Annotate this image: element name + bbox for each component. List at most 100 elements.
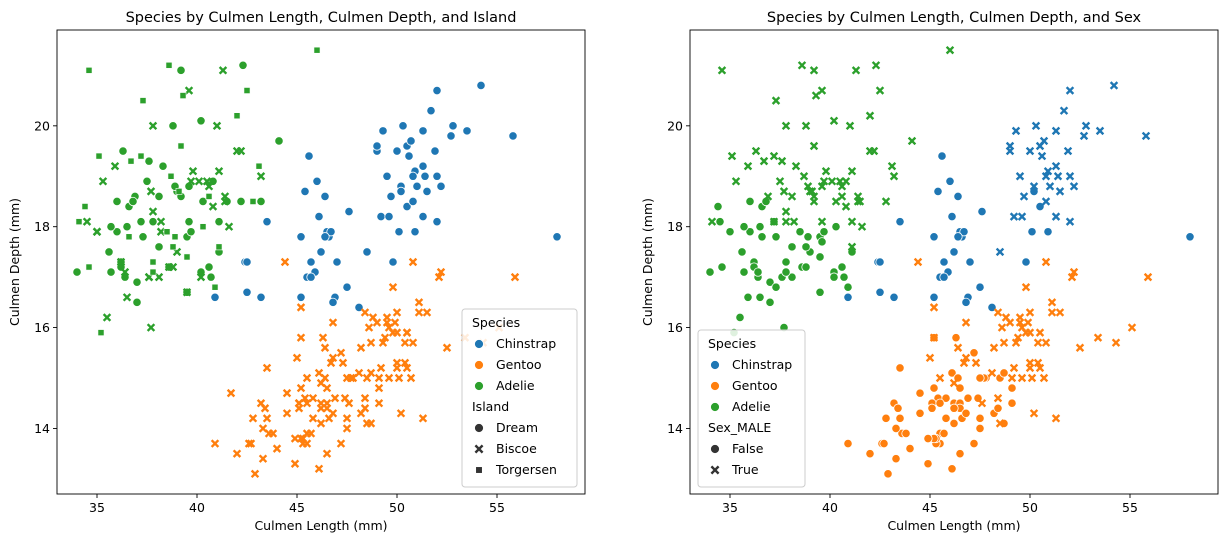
data-point: [508, 131, 518, 141]
data-point: [815, 252, 825, 262]
axes-frame: [689, 29, 1219, 495]
data-point: [1033, 338, 1043, 347]
data-point: [893, 403, 903, 413]
data-point: [1055, 187, 1065, 196]
data-point: [1051, 126, 1061, 136]
data-point: [442, 343, 452, 352]
data-point: [218, 66, 228, 75]
data-point: [817, 237, 827, 247]
data-point: [149, 258, 157, 266]
data-point: [1031, 121, 1041, 131]
data-point: [929, 333, 939, 342]
data-point: [941, 413, 951, 423]
data-point: [414, 298, 424, 307]
data-point: [296, 303, 306, 312]
chart-title: Species by Culmen Length, Culmen Depth, …: [126, 10, 517, 26]
data-point: [313, 46, 321, 54]
data-point: [759, 156, 769, 166]
data-point: [827, 177, 837, 186]
data-point: [717, 66, 727, 75]
data-point: [1019, 192, 1029, 201]
legend-marker: [710, 360, 720, 370]
data-point: [256, 172, 266, 181]
legend-marker: [474, 444, 484, 454]
data-point: [388, 283, 398, 292]
data-point: [342, 424, 352, 433]
data-point: [953, 232, 963, 242]
data-point: [332, 257, 342, 267]
data-point: [296, 232, 306, 242]
data-point: [1111, 338, 1121, 347]
data-point: [869, 146, 879, 156]
data-point: [362, 419, 372, 428]
data-point: [362, 247, 372, 257]
data-point: [258, 454, 268, 463]
legend-marker: [474, 423, 484, 433]
data-point: [1029, 182, 1039, 191]
data-point: [306, 429, 316, 438]
data-point: [384, 373, 394, 383]
data-point: [132, 277, 142, 287]
data-point: [927, 403, 937, 413]
data-point: [745, 227, 755, 237]
data-point: [817, 182, 827, 191]
data-point: [1027, 373, 1037, 383]
data-point: [1007, 373, 1017, 383]
data-point: [432, 171, 442, 181]
data-point: [1001, 313, 1011, 322]
data-point: [1025, 308, 1035, 317]
data-point: [895, 363, 905, 373]
x-tick-label: 35: [722, 500, 738, 515]
data-point: [947, 368, 957, 378]
data-point: [781, 121, 791, 131]
data-point: [402, 363, 412, 373]
data-point: [977, 206, 987, 217]
data-point: [262, 217, 272, 227]
data-point: [753, 267, 763, 277]
y-axis-label: Culmen Depth (mm): [7, 198, 22, 326]
data-point: [889, 172, 899, 181]
data-point: [1043, 167, 1053, 176]
y-tick-label: 20: [667, 118, 683, 133]
data-point: [713, 201, 723, 212]
data-point: [781, 217, 791, 226]
data-point: [302, 399, 312, 408]
data-point: [883, 469, 893, 479]
legend-hue-title: Species: [472, 315, 520, 330]
data-point: [272, 444, 282, 453]
data-point: [1045, 182, 1055, 191]
data-point: [875, 257, 885, 267]
data-point: [304, 151, 314, 161]
data-point: [85, 263, 93, 271]
data-point: [965, 257, 975, 267]
data-point: [414, 308, 424, 317]
data-point: [999, 368, 1009, 378]
data-point: [354, 302, 364, 312]
data-point: [923, 459, 933, 469]
data-point: [238, 60, 248, 70]
data-point: [360, 404, 370, 413]
data-point: [769, 217, 779, 226]
data-point: [110, 161, 120, 171]
data-point: [125, 233, 133, 241]
data-point: [725, 227, 735, 237]
data-point: [336, 348, 346, 357]
data-point: [118, 146, 128, 156]
data-point: [116, 257, 126, 267]
data-point: [398, 121, 408, 131]
data-point: [949, 418, 959, 428]
data-point: [915, 408, 925, 418]
data-point: [1185, 232, 1195, 242]
data-point: [959, 227, 969, 237]
data-point: [819, 177, 829, 186]
data-point: [889, 292, 899, 302]
data-point: [296, 383, 306, 393]
data-point: [865, 111, 875, 120]
data-point: [751, 146, 761, 156]
data-point: [1041, 257, 1051, 267]
data-point: [404, 151, 414, 161]
data-point: [362, 373, 372, 383]
data-point: [807, 187, 817, 196]
legend-entry-label: Chinstrap: [496, 336, 556, 351]
data-point: [306, 257, 316, 267]
